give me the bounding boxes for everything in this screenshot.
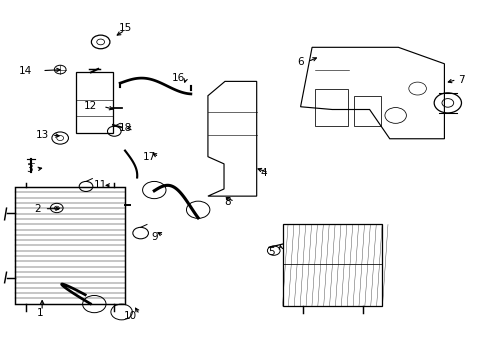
Text: 4: 4 bbox=[260, 168, 267, 178]
Text: 14: 14 bbox=[19, 66, 32, 76]
Text: 18: 18 bbox=[118, 123, 131, 133]
Text: 7: 7 bbox=[457, 75, 464, 85]
Bar bbox=[76, 72, 113, 134]
Text: 3: 3 bbox=[26, 164, 33, 174]
Bar bbox=[353, 96, 380, 126]
Text: 2: 2 bbox=[34, 204, 41, 214]
Text: 17: 17 bbox=[142, 152, 156, 162]
Text: 5: 5 bbox=[267, 247, 274, 257]
Text: 8: 8 bbox=[224, 197, 230, 207]
Text: 16: 16 bbox=[172, 73, 185, 83]
Bar bbox=[282, 225, 382, 306]
Text: 1: 1 bbox=[36, 308, 43, 318]
Text: 12: 12 bbox=[84, 102, 97, 112]
Bar bbox=[15, 187, 125, 304]
Text: 9: 9 bbox=[151, 232, 157, 242]
Text: 11: 11 bbox=[94, 180, 107, 190]
Text: 15: 15 bbox=[118, 23, 131, 33]
Text: 13: 13 bbox=[36, 130, 49, 140]
Text: 6: 6 bbox=[297, 57, 303, 67]
Text: 10: 10 bbox=[123, 311, 136, 321]
Bar bbox=[315, 89, 347, 126]
